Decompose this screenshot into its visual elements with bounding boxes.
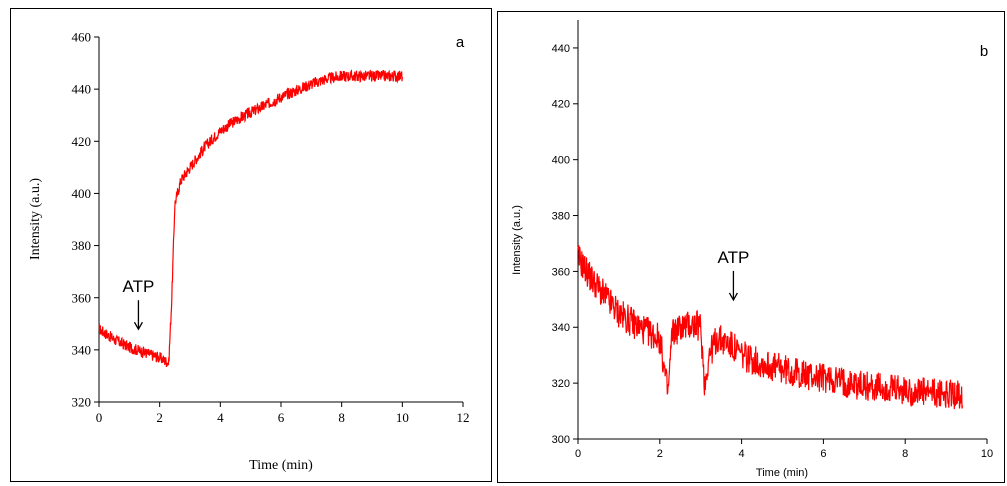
chart-b-annotation-label: ATP (718, 248, 750, 267)
chart-a-svg: 0 2 4 6 8 10 12 320 340 360 380 400 420 440 460 Time (m… (28, 30, 470, 473)
chart-a-y-tick-label: 320 (72, 395, 92, 410)
chart-a-x-tick-label: 8 (338, 410, 345, 425)
chart-b-x-tick-label: 10 (981, 448, 993, 460)
chart-b-annotation-arrow-head (728, 292, 738, 302)
chart-a-y-tick-label: 360 (72, 290, 92, 305)
chart-b-panel-label: b (980, 43, 988, 60)
chart-a-x-tick-label: 2 (156, 410, 163, 425)
chart-b-y-tick-label: 360 (552, 266, 570, 278)
chart-b-x-tick-label: 6 (820, 448, 826, 460)
chart-a-ylabel: Intensity (a.u.) (28, 178, 43, 260)
chart-b-svg: 0 2 4 6 8 10 300 320 340 360 380 400 420 440 Time (min… (511, 20, 993, 479)
chart-b-x-tick-label: 0 (575, 448, 581, 460)
chart-a-x-tick-label: 6 (278, 410, 285, 425)
chart-b-y-tick-label: 420 (552, 99, 570, 111)
chart-a-y-tick-label: 420 (72, 134, 92, 149)
chart-a-xlabel: Time (min) (249, 458, 313, 473)
chart-a-x-tick-label: 4 (217, 410, 224, 425)
chart-a-y-tick-label: 340 (72, 342, 92, 357)
chart-b-x-tick-label: 2 (657, 448, 663, 460)
chart-b-x-tick-label: 8 (902, 448, 908, 460)
chart-a-y-tick-label: 460 (72, 30, 92, 45)
chart-a-annotation-arrow-head (133, 321, 143, 331)
chart-a-x-tick-label: 10 (396, 410, 409, 425)
chart-a-x-tick-label: 0 (96, 410, 103, 425)
chart-b-x-tick-label: 4 (739, 448, 745, 460)
chart-b-y-tick-label: 320 (552, 378, 570, 390)
chart-b-y-tick-label: 300 (552, 434, 570, 446)
chart-b-ylabel: Intensity (a.u.) (511, 205, 523, 275)
chart-a-y-tick-label: 400 (72, 186, 92, 201)
chart-b-y-tick-label: 400 (552, 155, 570, 167)
chart-b-xlabel: Time (min) (756, 467, 808, 479)
chart-a-y-tick-label: 440 (72, 82, 92, 97)
chart-b-y-tick-label: 440 (552, 43, 570, 55)
chart-a-y-tick-label: 380 (72, 238, 92, 253)
chart-a-series-line (98, 69, 403, 368)
chart-b-y-tick-label: 340 (552, 322, 570, 334)
chart-panel-a: 0 2 4 6 8 10 12 320 340 360 380 400 420 440 460 Time (m… (10, 8, 492, 482)
chart-a-x-tick-label: 12 (457, 410, 470, 425)
chart-b-y-tick-label: 380 (552, 210, 570, 222)
chart-panel-b: 0 2 4 6 8 10 300 320 340 360 380 400 420 440 Time (min… (497, 11, 1005, 483)
chart-a-panel-label: a (456, 34, 465, 51)
chart-b-series-line (577, 245, 964, 410)
chart-a-annotation-label: ATP (123, 277, 155, 296)
